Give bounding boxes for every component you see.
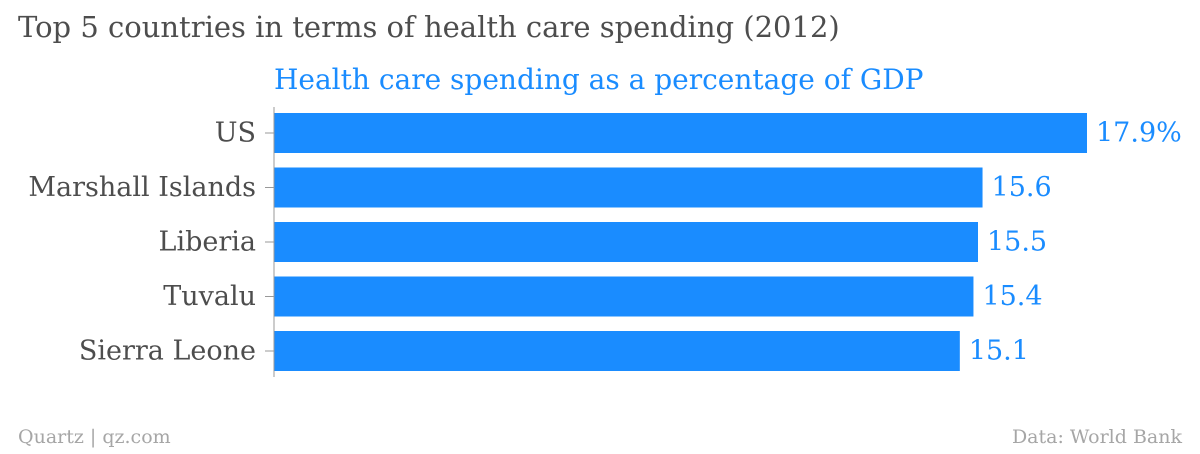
category-label: Marshall Islands	[28, 172, 256, 203]
category-label: Tuvalu	[163, 281, 256, 312]
value-label: 15.5	[987, 227, 1047, 258]
value-label: 15.4	[982, 281, 1042, 312]
chart-title: Top 5 countries in terms of health care …	[18, 10, 840, 44]
category-label: US	[215, 118, 256, 149]
bar	[274, 331, 960, 371]
value-label: 15.1	[969, 336, 1029, 367]
category-label: Sierra Leone	[79, 336, 256, 367]
bar	[274, 222, 978, 262]
chart-subtitle: Health care spending as a percentage of …	[274, 63, 924, 96]
category-label: Liberia	[159, 227, 256, 258]
bar	[274, 113, 1087, 153]
value-label: 17.9%	[1096, 118, 1182, 149]
bar	[274, 276, 974, 317]
footer-source-left: Quartz | qz.com	[18, 426, 171, 448]
footer-source-right: Data: World Bank	[1011, 426, 1182, 448]
bar	[274, 167, 983, 208]
value-label: 15.6	[992, 172, 1052, 203]
